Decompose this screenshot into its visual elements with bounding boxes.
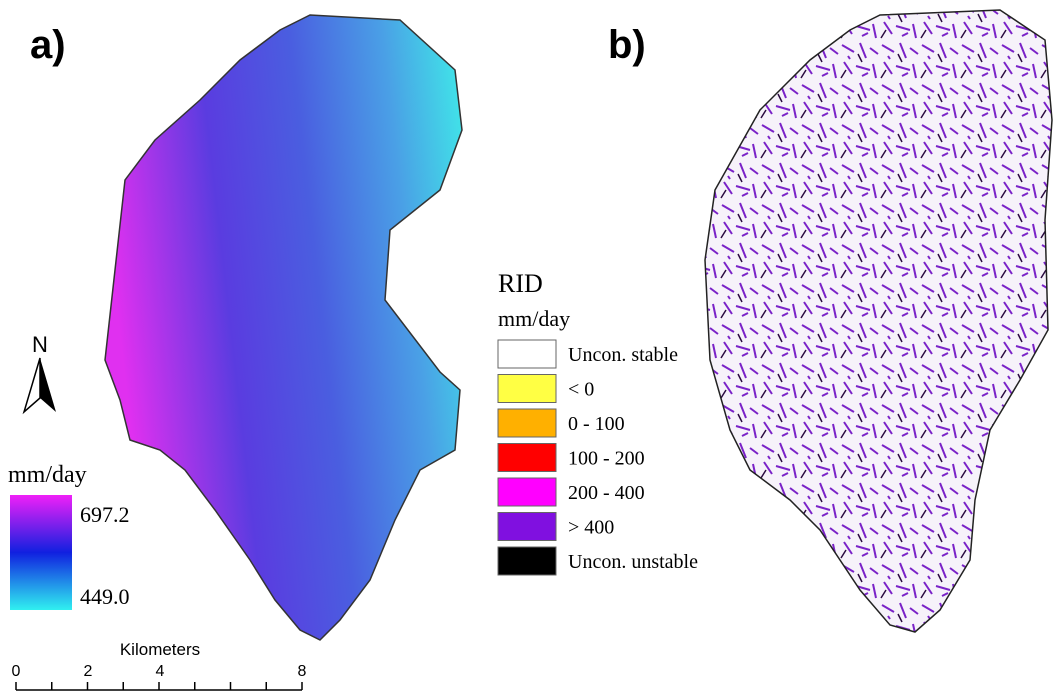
legend-ramp [10,495,72,610]
legend-label: 449.0 [80,584,130,609]
legend-label: 0 - 100 [568,413,625,435]
scale-bar: 0 2 4 8 [12,663,307,690]
figure: a) b) N mm/day 697.2 449.0 Kilometers 0 2… [0,0,1057,699]
north-label: N [32,332,48,357]
legend-label: Uncon. stable [568,344,678,366]
legend-label: Uncon. unstable [568,551,698,573]
panel-label: b) [608,23,646,67]
panel-label: a) [30,23,66,67]
scale-label: 8 [298,663,307,680]
legend-label: > 400 [568,517,614,539]
legend-swatch [498,513,556,541]
scale-label: 2 [84,663,93,680]
legend-swatch [498,409,556,437]
legend-label: 200 - 400 [568,482,645,504]
scale-title: Kilometers [120,640,200,659]
legend-label: 697.2 [80,502,130,527]
scale-label: 0 [12,663,21,680]
legend: Uncon. stable < 0 0 - 100 100 - 200 200 - 40… [498,340,698,575]
north-arrow [24,358,40,412]
legend-label: 100 - 200 [568,448,645,470]
legend-title: RID [498,269,543,298]
map-b [705,10,1052,632]
legend-swatch [498,478,556,506]
map-a [105,15,462,640]
legend-swatch [498,340,556,368]
legend-swatch [498,375,556,403]
legend-unit: mm/day [498,306,570,331]
legend-swatch [498,444,556,472]
north-arrow [40,358,56,412]
legend-label: < 0 [568,379,594,401]
legend-title: mm/day [8,462,87,488]
scale-label: 4 [156,663,165,680]
legend-swatch [498,547,556,575]
